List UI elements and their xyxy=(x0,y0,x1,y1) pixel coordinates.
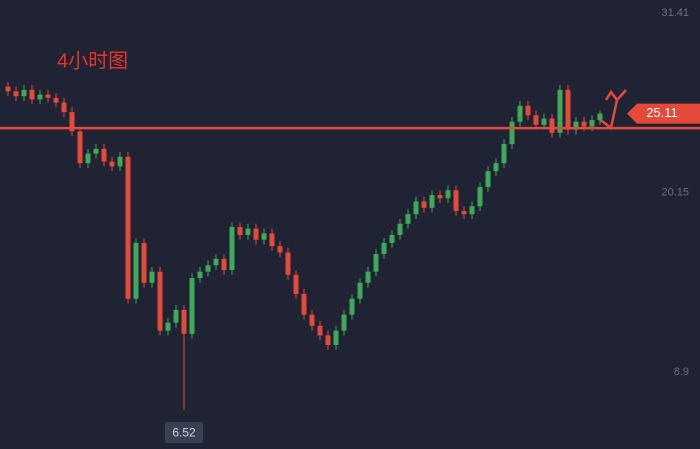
candle-body xyxy=(357,282,363,299)
candle-body xyxy=(469,206,475,215)
candle-body xyxy=(37,94,43,100)
candle-body xyxy=(157,271,163,331)
candle-body xyxy=(501,144,507,164)
candle-body xyxy=(29,89,35,100)
candle-body xyxy=(485,171,491,188)
candle-body xyxy=(277,246,283,253)
candle-body xyxy=(309,314,315,326)
candle-body xyxy=(477,187,483,207)
candle-body xyxy=(525,105,531,116)
candle-body xyxy=(581,121,587,127)
low-label-box xyxy=(165,422,203,444)
candle-body xyxy=(213,258,219,266)
candle-body xyxy=(45,94,51,98)
candle-body xyxy=(549,118,555,133)
candle-body xyxy=(517,105,523,122)
candle-body xyxy=(437,195,443,199)
candle-body xyxy=(301,293,307,315)
candle-body xyxy=(429,195,435,208)
candle-body xyxy=(69,112,75,132)
candle-body xyxy=(285,252,291,275)
candle-body xyxy=(197,271,203,279)
candle-body xyxy=(589,120,595,127)
candle-body xyxy=(533,115,539,125)
candle-body xyxy=(229,226,235,271)
candle-body xyxy=(149,271,155,283)
y-tick-label: 8.9 xyxy=(674,366,689,378)
candle-body xyxy=(261,233,267,240)
candle-body xyxy=(189,278,195,334)
candle-body xyxy=(325,335,331,346)
candle-body xyxy=(365,271,371,283)
candle-body xyxy=(173,309,179,323)
candle-body xyxy=(205,265,211,272)
candle-body xyxy=(509,121,515,145)
candle-body xyxy=(397,223,403,235)
candle-body xyxy=(317,325,323,336)
candle-body xyxy=(269,233,275,247)
candle-body xyxy=(77,131,83,164)
candle-body xyxy=(541,118,547,125)
y-tick-label: 20.15 xyxy=(661,187,689,199)
candle-body xyxy=(445,190,451,199)
candle-body xyxy=(413,201,419,215)
candle-body xyxy=(101,148,107,162)
candle-body xyxy=(349,298,355,315)
candle-body xyxy=(421,201,427,208)
candle-body xyxy=(125,156,131,299)
y-tick-label: 31.41 xyxy=(661,7,689,19)
candle-body xyxy=(85,153,91,164)
price-tag xyxy=(627,103,700,124)
candle-body xyxy=(141,242,147,283)
candle-body xyxy=(373,254,379,272)
candle-body xyxy=(341,314,347,331)
candle-body xyxy=(461,211,467,215)
candle-body xyxy=(117,156,123,167)
candle-body xyxy=(381,242,387,255)
candle-body xyxy=(293,274,299,294)
candle-body xyxy=(245,228,251,235)
candle-body xyxy=(5,86,11,92)
candle-body xyxy=(573,121,579,130)
candle-body xyxy=(181,309,187,334)
candle-body xyxy=(61,102,67,113)
candle-body xyxy=(493,163,499,172)
candle-body xyxy=(253,228,259,240)
candle-body xyxy=(21,89,27,97)
candle-body xyxy=(133,242,139,299)
candle-body xyxy=(237,226,243,235)
candle-body xyxy=(565,89,571,130)
drawn-arrow xyxy=(597,89,627,131)
candle-body xyxy=(53,97,59,103)
candle-body xyxy=(597,113,603,121)
candle-body xyxy=(13,91,19,97)
candle-body xyxy=(109,161,115,167)
candle-body xyxy=(389,234,395,243)
low-label: 6.52 xyxy=(172,425,196,439)
price-tag-label: 25.11 xyxy=(646,105,678,120)
candle-body xyxy=(405,214,411,224)
candle-body xyxy=(93,148,99,154)
candle-body xyxy=(453,190,459,212)
candle-body xyxy=(165,322,171,331)
candle-body xyxy=(333,330,339,346)
candle-body xyxy=(557,89,563,133)
candle-body xyxy=(221,258,227,271)
chart-title: 4小时图 xyxy=(57,49,128,72)
